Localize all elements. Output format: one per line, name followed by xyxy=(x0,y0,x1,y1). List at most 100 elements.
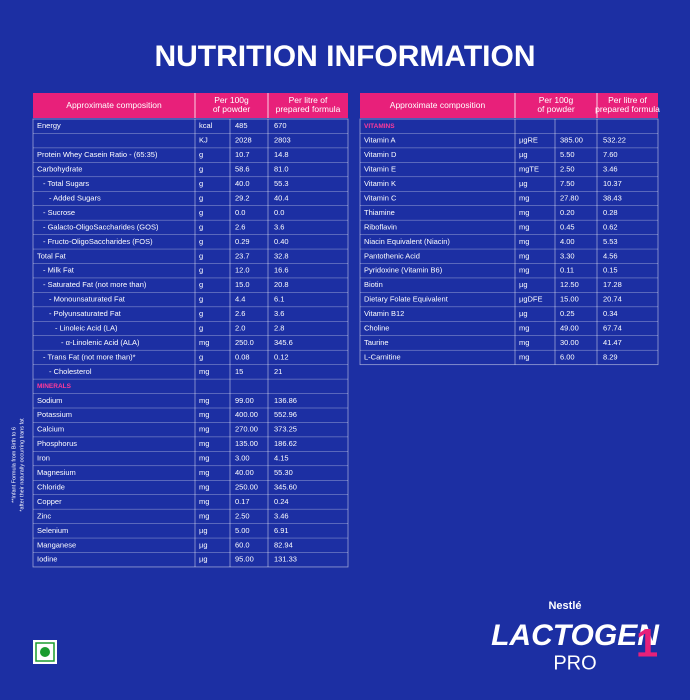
unit: µgRE xyxy=(519,136,538,145)
unit: g xyxy=(199,179,203,188)
nutrient-name: - Milk Fat xyxy=(43,266,75,275)
nutrient-name: - Trans Fat (not more than)* xyxy=(43,352,136,361)
unit: µgDFE xyxy=(519,295,543,304)
per-litre: 67.74 xyxy=(603,324,622,333)
nutrient-name: Phosphorus xyxy=(37,439,77,448)
per-litre: 0.24 xyxy=(274,497,289,506)
per-litre: 20.74 xyxy=(603,295,622,304)
per-100g: 5.00 xyxy=(235,526,250,535)
nutrient-name: Taurine xyxy=(364,338,389,347)
nutrient-name: Chloride xyxy=(37,482,65,491)
per-100g: 2.50 xyxy=(235,511,250,520)
per-100g: 3.30 xyxy=(560,251,575,260)
per-100g: 0.45 xyxy=(560,222,575,231)
unit: mg xyxy=(199,410,209,419)
unit: mg xyxy=(199,468,209,477)
nutrient-name: Vitamin E xyxy=(364,165,396,174)
per-100g: 7.50 xyxy=(560,179,575,188)
unit: mg xyxy=(519,266,529,275)
unit: mg xyxy=(519,208,529,217)
veg-border xyxy=(35,642,55,662)
per-100g: 250.0 xyxy=(235,338,254,347)
unit: mg xyxy=(199,396,209,405)
unit: µg xyxy=(199,526,208,535)
per-100g: 2.6 xyxy=(235,309,245,318)
per-100g: 95.00 xyxy=(235,555,254,564)
per-litre: 373.25 xyxy=(274,425,297,434)
unit: mg xyxy=(519,324,529,333)
brand-variant: PRO xyxy=(553,652,596,674)
nutrient-name: Calcium xyxy=(37,425,64,434)
per-100g: 0.0 xyxy=(235,208,245,217)
nutrient-name: Dietary Folate Equivalent xyxy=(364,295,449,304)
unit: µg xyxy=(519,309,528,318)
per-100g: 40.0 xyxy=(235,179,250,188)
unit: g xyxy=(199,237,203,246)
unit: g xyxy=(199,266,203,275)
per-litre: 552.96 xyxy=(274,410,297,419)
section-label: VITAMINS xyxy=(364,123,395,130)
brand-stage: 1 xyxy=(636,622,658,666)
unit: µg xyxy=(199,555,208,564)
per-100g: 3.00 xyxy=(235,454,250,463)
nutrient-name: Potassium xyxy=(37,410,72,419)
unit: mg xyxy=(519,251,529,260)
unit: mg xyxy=(199,425,209,434)
per-litre: 0.34 xyxy=(603,309,618,318)
nutrient-name: - Cholesterol xyxy=(49,367,92,376)
per-litre: 0.40 xyxy=(274,237,289,246)
per-litre: 670 xyxy=(274,121,287,130)
header-cell: Per litre of prepared formula xyxy=(595,95,660,114)
per-100g: 250.00 xyxy=(235,482,258,491)
per-100g: 400.00 xyxy=(235,410,258,419)
per-litre: 6.1 xyxy=(274,295,284,304)
per-litre: 7.60 xyxy=(603,150,618,159)
nutrient-name: Iodine xyxy=(37,555,57,564)
per-100g: 5.50 xyxy=(560,150,575,159)
unit: g xyxy=(199,280,203,289)
unit: mg xyxy=(199,497,209,506)
table-border xyxy=(32,118,349,568)
unit: µg xyxy=(519,179,528,188)
per-100g: 270.00 xyxy=(235,425,258,434)
per-100g: 2.6 xyxy=(235,222,245,231)
per-litre: 4.15 xyxy=(274,454,289,463)
unit: mg xyxy=(519,222,529,231)
nutrient-name: Vitamin D xyxy=(364,150,397,159)
unit: mg xyxy=(519,352,529,361)
unit: µg xyxy=(519,150,528,159)
nutrient-name: Copper xyxy=(37,497,62,506)
nutrient-name: - Fructo-OligoSaccharides (FOS) xyxy=(43,237,153,246)
nutrient-name: - Saturated Fat (not more than) xyxy=(43,280,147,289)
per-litre: 345.60 xyxy=(274,482,297,491)
nutrient-name: - Galacto-OligoSaccharides (GOS) xyxy=(43,222,159,231)
nutrient-name: Choline xyxy=(364,324,389,333)
nutrient-name: - Polyunsaturated Fat xyxy=(49,309,122,318)
unit: µg xyxy=(199,540,208,549)
nutrient-name: Carbohydrate xyxy=(37,165,82,174)
nutrient-name: Manganese xyxy=(37,540,76,549)
table-border xyxy=(359,118,659,366)
unit: g xyxy=(199,309,203,318)
footnote: **Infant Formula from Birth to 6 xyxy=(11,427,17,503)
nutrient-name: Zinc xyxy=(37,511,51,520)
unit: g xyxy=(199,193,203,202)
per-litre: 17.28 xyxy=(603,280,622,289)
nutrient-name: Niacin Equivalent (Niacin) xyxy=(364,237,450,246)
per-litre: 3.46 xyxy=(603,165,618,174)
per-litre: 20.8 xyxy=(274,280,289,289)
nutrient-name: - Monounsaturated Fat xyxy=(49,295,126,304)
per-100g: 4.4 xyxy=(235,295,245,304)
veg-dot xyxy=(40,647,50,657)
nutrient-name: Vitamin A xyxy=(364,136,396,145)
per-litre: 3.46 xyxy=(274,511,289,520)
nutrient-name: L-Carnitine xyxy=(364,352,401,361)
unit: g xyxy=(199,324,203,333)
per-litre: 16.6 xyxy=(274,266,289,275)
nutrient-name: Selenium xyxy=(37,526,68,535)
nutrient-name: Riboflavin xyxy=(364,222,397,231)
footnote: *after their naturally occurring trans f… xyxy=(19,418,25,512)
nutrient-name: Vitamin C xyxy=(364,193,397,202)
per-100g: 10.7 xyxy=(235,150,250,159)
